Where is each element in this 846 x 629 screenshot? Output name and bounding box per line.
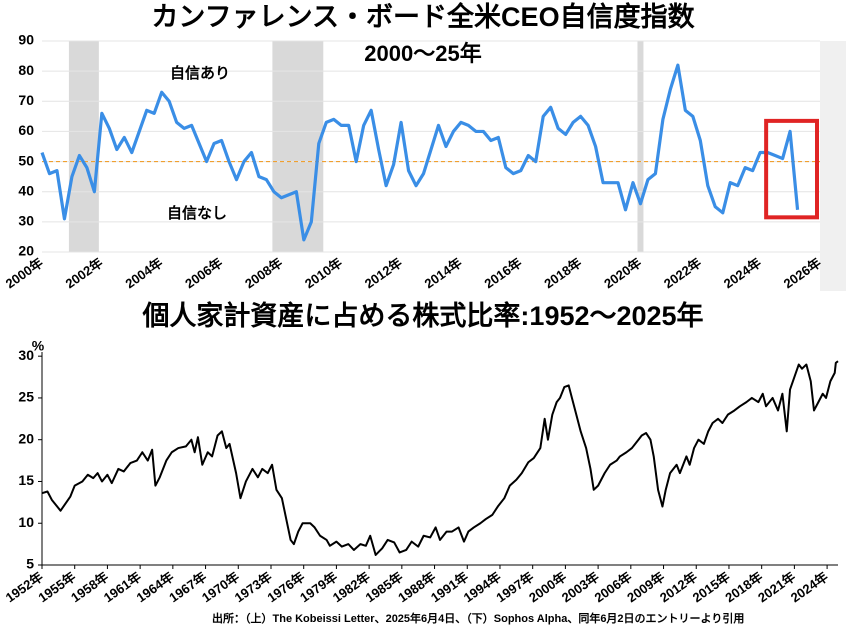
shaded-region [637,41,644,252]
y-tick-label: 60 [18,122,34,138]
x-tick-label: 2000年 [3,255,46,291]
x-tick-label: 2004年 [122,255,165,291]
y-tick-label: 20 [18,430,34,446]
y-tick-label: 30 [18,213,34,229]
chart-title: 個人家計資産に占める株式比率:1952～2025年 [141,300,703,331]
x-tick-label: 2024年 [721,255,764,291]
x-tick-label: 2020年 [601,255,644,291]
y-tick-label: 5 [26,556,34,572]
y-axis-label: % [32,338,45,354]
y-tick-label: 70 [18,92,34,108]
x-tick-label: 2006年 [182,255,225,291]
x-tick-label: 2008年 [242,255,285,291]
y-tick-label: 15 [18,472,34,488]
y-tick-label: 10 [18,514,34,530]
y-tick-label: 40 [18,182,34,198]
y-tick-label: 25 [18,389,34,405]
x-tick-label: 2018年 [541,255,584,291]
y-tick-label: 30 [18,347,34,363]
chart-subtitle: 2000～25年 [364,41,481,66]
y-tick-label: 50 [18,152,34,168]
x-tick-label: 2022年 [661,255,704,291]
shaded-region [68,41,99,252]
highlight-box [764,118,820,220]
x-tick-label: 2014年 [422,255,465,291]
source-note: 出所：（上）The Kobeissi Letter、2025年6月4日、（下）S… [212,611,744,625]
shaded-region [272,41,324,252]
x-tick-label: 2026年 [781,255,824,291]
annotation: 自信なし [167,204,227,222]
data-line [40,63,800,242]
x-tick-label: 2012年 [362,255,405,291]
x-tick-label: 2016年 [482,255,525,291]
chart-title: カンファレンス・ボード全米CEO自信度指数 [151,1,695,32]
data-line [41,360,839,556]
y-tick-label: 80 [18,62,34,78]
y-tick-label: 20 [18,243,34,259]
y-tick-label: 90 [18,32,34,48]
x-tick-label: 2002年 [63,255,106,291]
x-tick-label: 2010年 [302,255,345,291]
annotation: 自信あり [170,64,230,82]
x-tick-label: 2024年 [788,569,831,605]
plot-background-strip [820,41,846,291]
